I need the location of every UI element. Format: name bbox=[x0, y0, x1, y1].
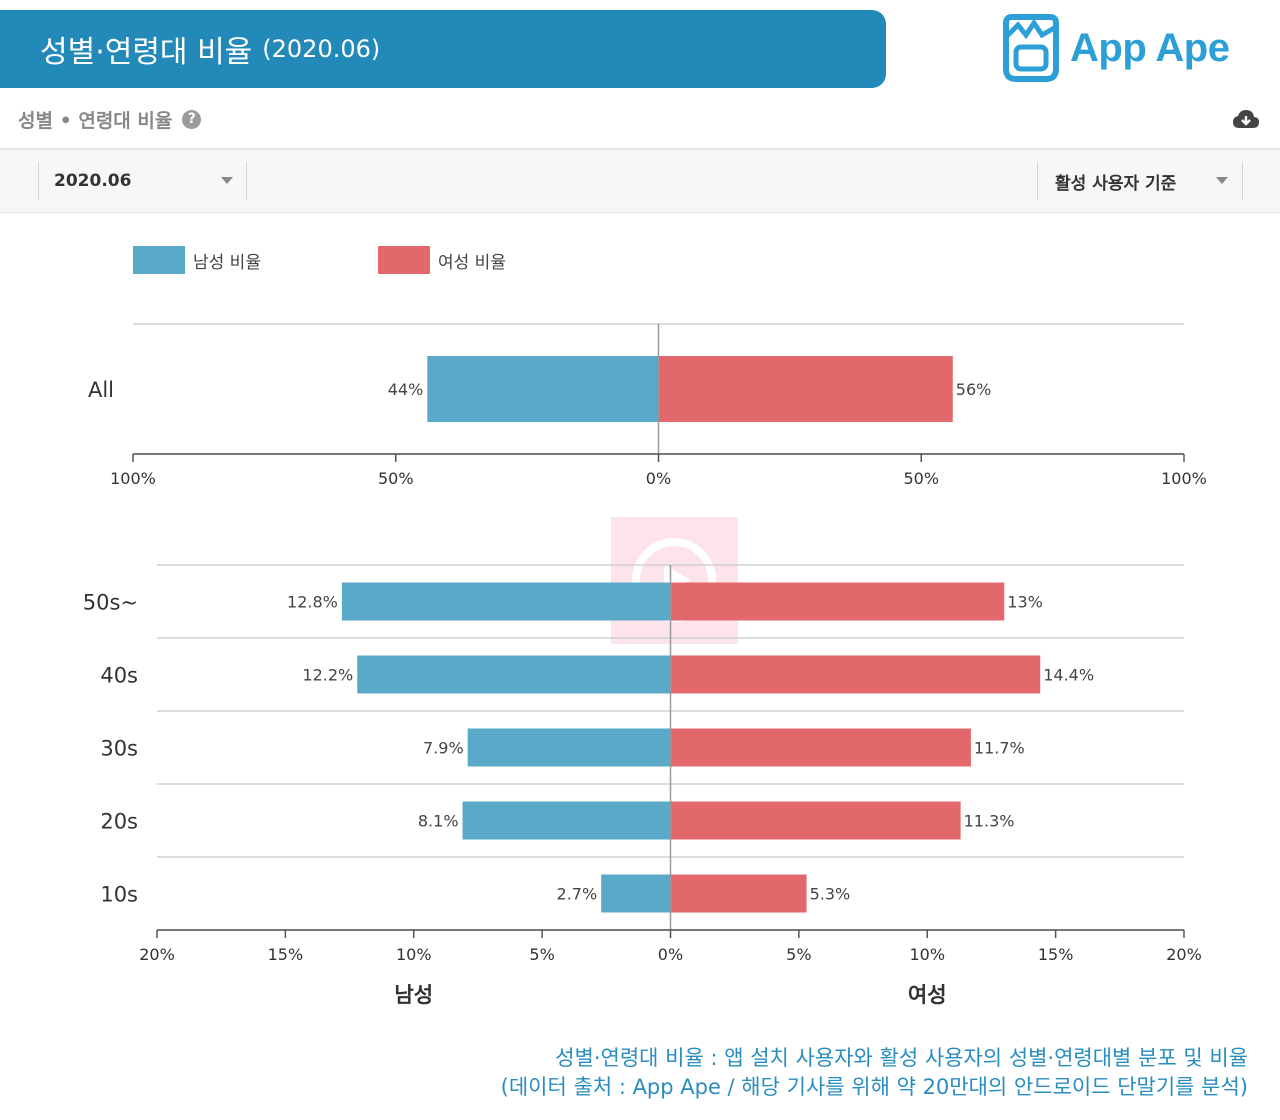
divider bbox=[0, 212, 1280, 213]
legend-male-label: 남성 비율 bbox=[193, 252, 261, 273]
data-label-female: 11.7% bbox=[974, 739, 1025, 758]
bar-female bbox=[670, 582, 1005, 621]
x-label-male: 남성 bbox=[394, 983, 433, 1007]
x-tick-label: 10% bbox=[909, 945, 945, 964]
filter-bar: 2020.06 활성 사용자 기준 bbox=[0, 150, 1280, 212]
footer-line-2: (데이터 출처 : App Ape / 해당 기사를 위해 약 20만대의 안드… bbox=[500, 1075, 1248, 1099]
basis-select-value: 활성 사용자 기준 bbox=[1055, 173, 1177, 194]
legend-swatch-male bbox=[133, 246, 185, 274]
data-label-male: 12.8% bbox=[287, 593, 338, 612]
category-label: All bbox=[88, 378, 114, 402]
category-label: 50s~ bbox=[83, 591, 138, 615]
x-label-female: 여성 bbox=[908, 983, 947, 1007]
bar-male bbox=[462, 801, 671, 840]
data-label-male: 2.7% bbox=[557, 885, 598, 904]
x-tick-label: 20% bbox=[139, 945, 175, 964]
page-subtitle: (2020.06) bbox=[262, 35, 381, 63]
x-tick-label: 10% bbox=[396, 945, 432, 964]
x-tick-label: 50% bbox=[378, 469, 414, 488]
legend-female-label: 여성 비율 bbox=[438, 252, 506, 273]
x-tick-label: 20% bbox=[1166, 945, 1202, 964]
x-tick-label: 15% bbox=[1038, 945, 1074, 964]
data-label-female: 11.3% bbox=[964, 812, 1015, 831]
x-tick-label: 100% bbox=[1161, 469, 1207, 488]
x-tick-label: 50% bbox=[903, 469, 939, 488]
bar-female bbox=[670, 728, 971, 767]
divider bbox=[0, 148, 1280, 150]
data-label-female: 13% bbox=[1007, 593, 1043, 612]
ape-face-icon bbox=[1003, 14, 1059, 82]
category-label: 20s bbox=[100, 810, 138, 834]
bar-female bbox=[670, 874, 807, 913]
bar-male bbox=[357, 655, 671, 694]
period-select-value: 2020.06 bbox=[54, 171, 132, 191]
period-select[interactable]: 2020.06 bbox=[38, 162, 247, 200]
page-title: 성별·연령대 비율 bbox=[40, 35, 253, 70]
bar-male bbox=[427, 356, 659, 422]
x-tick-label: 100% bbox=[110, 469, 156, 488]
logo-wordmark: App Ape bbox=[1070, 25, 1230, 70]
data-label-male: 44% bbox=[388, 380, 424, 399]
app-ape-logo: App Ape bbox=[1000, 10, 1230, 86]
legend-female: 여성 비율 bbox=[378, 246, 506, 274]
bar-male bbox=[341, 582, 671, 621]
bar-female bbox=[658, 356, 953, 422]
download-icon[interactable] bbox=[1232, 108, 1260, 136]
gender-age-chart: 44% 56% All 100% 50% 0% 50% 100% 12.8% 13% 50s~ 12.… bbox=[83, 323, 1207, 1007]
data-label-male: 8.1% bbox=[418, 812, 459, 831]
header-banner: 성별·연령대 비율 (2020.06) bbox=[0, 10, 886, 88]
data-label-male: 7.9% bbox=[423, 739, 464, 758]
category-label: 10s bbox=[100, 883, 138, 907]
x-tick-label: 0% bbox=[646, 469, 671, 488]
data-label-female: 5.3% bbox=[810, 885, 851, 904]
x-tick-label: 5% bbox=[786, 945, 811, 964]
x-tick-label: 5% bbox=[529, 945, 554, 964]
footer-line-1: 성별·연령대 비율 : 앱 설치 사용자와 활성 사용자의 성별·연령대별 분포… bbox=[555, 1046, 1248, 1070]
data-label-male: 12.2% bbox=[302, 666, 353, 685]
bar-male bbox=[601, 874, 671, 913]
section-title-text: 성별 • 연령대 비율 bbox=[18, 110, 173, 132]
category-label: 30s bbox=[100, 737, 138, 761]
legend-male: 남성 비율 bbox=[133, 246, 261, 274]
x-tick-label: 15% bbox=[268, 945, 304, 964]
data-label-female: 56% bbox=[956, 380, 992, 399]
watermark bbox=[611, 517, 738, 644]
footer-caption: 성별·연령대 비율 : 앱 설치 사용자와 활성 사용자의 성별·연령대별 분포… bbox=[501, 1044, 1248, 1102]
bar-female bbox=[670, 655, 1041, 694]
basis-select[interactable]: 활성 사용자 기준 bbox=[1037, 162, 1243, 200]
bar-female bbox=[670, 801, 961, 840]
legend-swatch-female bbox=[378, 246, 430, 274]
category-label: 40s bbox=[100, 664, 138, 688]
data-label-female: 14.4% bbox=[1043, 666, 1094, 685]
chevron-down-icon bbox=[1216, 177, 1228, 184]
bar-male bbox=[467, 728, 671, 767]
help-icon[interactable]: ? bbox=[182, 110, 202, 129]
section-title: 성별 • 연령대 비율 ? bbox=[18, 106, 202, 133]
x-tick-label: 0% bbox=[658, 945, 683, 964]
chevron-down-icon bbox=[221, 177, 233, 184]
